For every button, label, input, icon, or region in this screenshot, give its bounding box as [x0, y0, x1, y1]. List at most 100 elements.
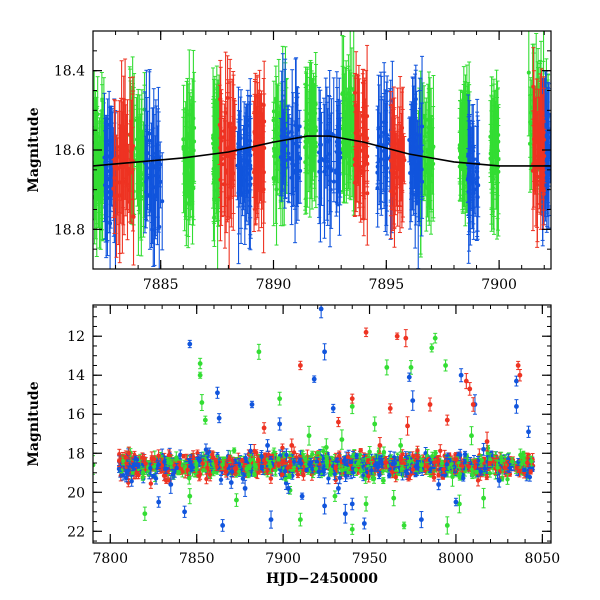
top-data-point-red	[229, 147, 234, 228]
top-data-point-red-marker	[258, 161, 263, 166]
top-data-point-green-marker	[181, 137, 186, 142]
top-data-point-green-marker	[214, 160, 219, 165]
top-data-point-blue	[289, 106, 294, 158]
top-data-point-blue-marker	[413, 97, 418, 102]
top-data-point-green	[95, 76, 100, 153]
top-data-point-red-marker	[224, 168, 229, 173]
top-data-point-blue-marker	[105, 184, 110, 189]
top-data-point-red	[222, 115, 227, 213]
top-data-point-green	[212, 176, 217, 224]
top-data-point-green-marker	[344, 96, 349, 101]
top-data-point-green	[271, 129, 276, 227]
top-data-point-red-marker	[122, 164, 127, 169]
top-data-point-green-marker	[93, 195, 97, 200]
top-data-point-green	[212, 99, 217, 180]
top-data-point-green-marker	[274, 150, 279, 155]
top-data-point-blue-marker	[337, 118, 342, 123]
top-data-point-green-marker	[528, 121, 533, 126]
top-data-point-green	[460, 90, 465, 214]
top-data-point-blue-marker	[546, 143, 551, 148]
top-data-point-green-marker	[346, 119, 351, 124]
top-data-point-green-marker	[187, 125, 192, 130]
top-data-point-green	[422, 85, 427, 150]
top-data-point-green-marker	[271, 109, 276, 114]
top-data-point-green-marker	[425, 149, 430, 154]
top-data-point-green-marker	[496, 139, 501, 144]
top-data-point-green-marker	[211, 133, 216, 138]
top-data-point-green	[346, 54, 351, 190]
top-data-point-green-marker	[422, 115, 427, 120]
top-data-point-blue	[328, 167, 333, 213]
top-data-point-green-marker	[183, 162, 188, 167]
top-data-point-blue	[418, 135, 423, 183]
top-data-point-blue	[283, 121, 288, 199]
top-data-point-blue-marker	[289, 129, 294, 134]
top-data-point-blue	[158, 141, 163, 188]
top-data-point-blue-marker	[328, 187, 333, 192]
top-data-point-blue	[337, 77, 342, 164]
top-data-point-blue-marker	[476, 183, 481, 188]
top-data-layer	[93, 31, 551, 269]
top-data-point-blue-marker	[283, 158, 288, 163]
top-data-point-red-marker	[252, 170, 257, 175]
top-data-point-red	[219, 136, 224, 181]
top-data-point-red-marker	[256, 110, 261, 115]
top-data-point-blue	[285, 105, 290, 168]
top-data-point-red-marker	[229, 185, 234, 190]
top-data-point-blue	[235, 130, 240, 201]
top-data-point-green	[426, 135, 431, 208]
top-data-point-green	[187, 171, 192, 207]
top-data-point-red	[131, 76, 136, 216]
top-data-point-red	[118, 124, 123, 169]
top-data-point-green-marker	[185, 136, 190, 141]
top-data-point-green	[192, 71, 197, 184]
top-data-point-red-marker	[252, 152, 257, 157]
top-data-point-blue	[105, 140, 110, 234]
top-data-point-blue	[385, 90, 390, 187]
top-data-point-red-marker	[128, 132, 133, 137]
top-data-point-blue-marker	[416, 199, 421, 204]
top-data-point-blue-marker	[410, 164, 415, 169]
top-data-point-green-marker	[431, 161, 436, 166]
top-data-point-blue	[467, 114, 472, 202]
top-data-point-blue-marker	[280, 162, 285, 167]
top-data-point-green-marker	[135, 148, 140, 153]
top-data-point-green-marker	[187, 186, 192, 191]
top-data-point-green-marker	[494, 130, 499, 135]
top-data-point-blue-marker	[147, 131, 152, 136]
top-data-point-blue-marker	[286, 151, 291, 156]
top-data-point-green-marker	[458, 146, 463, 151]
top-data-point-green-marker	[273, 96, 278, 101]
top-data-point-green	[349, 94, 354, 133]
top-data-point-green-marker	[212, 197, 217, 202]
top-data-point-green	[139, 98, 144, 187]
top-data-point-red	[261, 103, 266, 194]
top-data-point-blue-marker	[285, 134, 290, 139]
top-data-point-green	[187, 92, 192, 163]
top-data-point-red-marker	[261, 146, 266, 151]
top-data-point-green-marker	[348, 145, 353, 150]
top-data-point-green-marker	[491, 168, 496, 173]
top-data-point-blue-marker	[105, 122, 110, 127]
top-data-point-blue-marker	[385, 136, 390, 141]
top-data-point-blue-marker	[294, 143, 299, 148]
top-data-point-green	[190, 89, 195, 205]
top-data-point-blue	[335, 87, 340, 205]
top-data-point-red-marker	[131, 144, 136, 149]
top-data-point-red-marker	[123, 131, 128, 136]
top-data-point-red	[112, 158, 117, 198]
top-data-point-green-marker	[95, 112, 100, 117]
top-data-point-blue	[151, 107, 156, 244]
top-data-point-red-marker	[365, 191, 370, 196]
top-data-point-green	[491, 105, 496, 235]
top-data-point-blue-marker	[382, 120, 387, 125]
top-data-point-green-marker	[303, 145, 308, 150]
top-data-point-green-marker	[426, 169, 431, 174]
top-data-point-green-marker	[463, 146, 468, 151]
top-data-point-green-marker	[306, 139, 311, 144]
top-data-point-blue-marker	[545, 169, 550, 174]
top-data-point-green-marker	[526, 70, 531, 75]
top-data-point-blue	[238, 89, 243, 229]
top-data-point-blue	[154, 142, 159, 199]
